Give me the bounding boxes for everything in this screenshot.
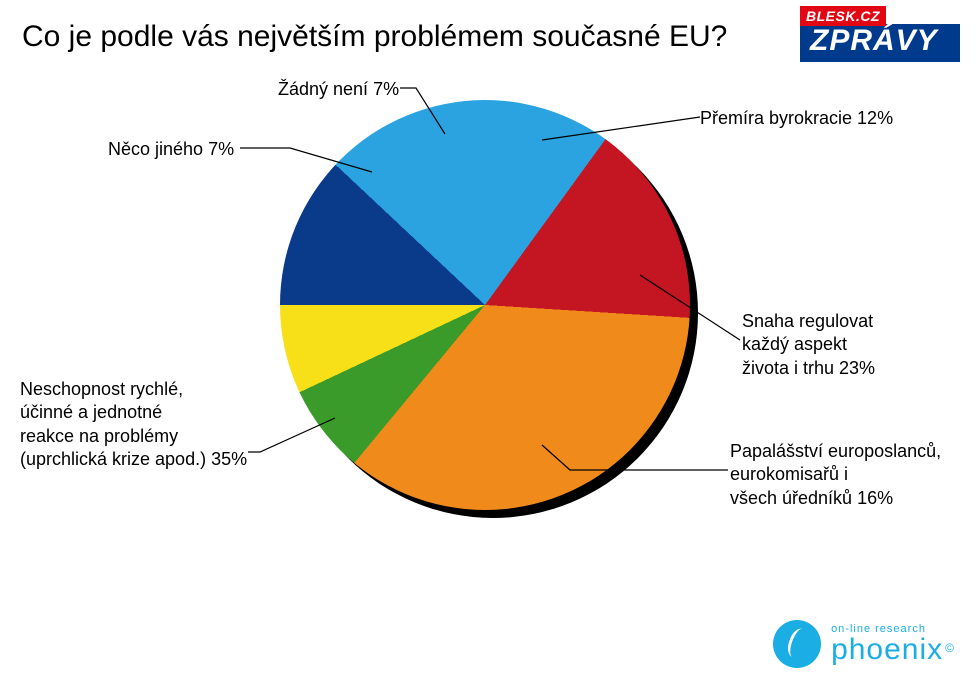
brand-badge: BLESK.CZ ZPRÁVY — [800, 6, 960, 62]
pie — [280, 100, 690, 510]
pie-label: Přemíra byrokracie 12% — [700, 107, 893, 130]
pie-label: Žádný není 7% — [278, 78, 399, 101]
pie-chart — [280, 100, 700, 520]
brand-bottom: ZPRÁVY — [800, 24, 960, 62]
phoenix-icon — [773, 620, 821, 668]
pie-label: Neschopnost rychlé,účinné a jednotnéreak… — [20, 378, 247, 472]
phoenix-logo: on-line research phoenix© — [773, 620, 954, 668]
pie-label: Snaha regulovatkaždý aspektživota i trhu… — [742, 310, 875, 380]
chart-title: Co je podle vás největším problémem souč… — [22, 20, 727, 54]
phoenix-text: on-line research phoenix© — [831, 624, 954, 665]
pie-label: Papalášství europoslanců,eurokomisařů iv… — [730, 440, 941, 510]
copyright-icon: © — [945, 641, 954, 655]
phoenix-name: phoenix — [831, 633, 943, 666]
pie-label: Něco jiného 7% — [108, 138, 234, 161]
brand-top: BLESK.CZ — [800, 6, 886, 26]
